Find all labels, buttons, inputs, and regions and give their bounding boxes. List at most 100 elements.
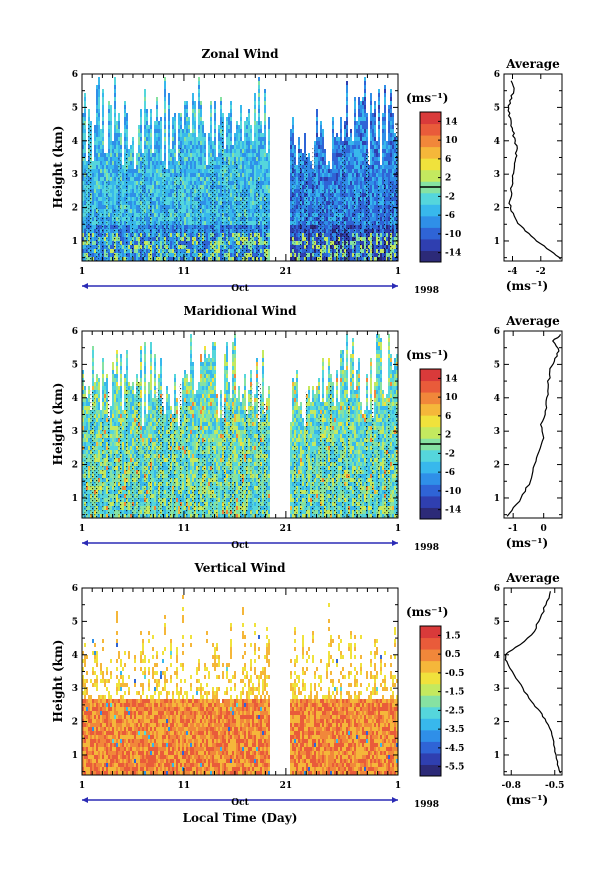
heatmap-cell — [316, 177, 318, 181]
heatmap-cell — [112, 169, 114, 173]
heatmap-cell — [92, 165, 94, 169]
heatmap-cell — [316, 245, 318, 249]
heatmap-cell — [160, 157, 162, 161]
heatmap-cell — [338, 229, 340, 233]
heatmap-cell — [364, 213, 366, 217]
heatmap-cell — [332, 133, 334, 137]
heatmap-cell — [344, 253, 346, 257]
heatmap-cell — [160, 169, 162, 173]
heatmap-cell — [186, 197, 188, 201]
heatmap-cell — [348, 141, 350, 145]
heatmap-cell — [240, 149, 242, 153]
heatmap-cell — [268, 233, 270, 237]
heatmap-cell — [378, 121, 380, 125]
heatmap-cell — [382, 165, 384, 169]
heatmap-cell — [196, 257, 198, 261]
heatmap-cell — [122, 205, 124, 209]
heatmap-cell — [160, 213, 162, 217]
heatmap-cell — [350, 229, 352, 233]
heatmap-cell — [98, 253, 100, 257]
heatmap-cell — [130, 177, 132, 181]
heatmap-cell — [324, 153, 326, 157]
heatmap-cell — [386, 237, 388, 241]
heatmap-cell — [364, 145, 366, 149]
heatmap-cell — [314, 157, 316, 161]
heatmap-cell — [198, 161, 200, 165]
heatmap-cell — [334, 153, 336, 157]
heatmap-cell — [100, 209, 102, 213]
heatmap-cell — [368, 189, 370, 193]
heatmap-cell — [220, 117, 222, 121]
heatmap-cell — [244, 161, 246, 165]
heatmap-cell — [86, 233, 88, 237]
heatmap-cell — [376, 173, 378, 177]
heatmap-cell — [182, 189, 184, 193]
heatmap-cell — [122, 189, 124, 193]
heatmap-cell — [376, 233, 378, 237]
heatmap-cell — [188, 205, 190, 209]
heatmap-cell — [148, 149, 150, 153]
heatmap-cell — [248, 225, 250, 229]
heatmap-cell — [220, 101, 222, 105]
heatmap-cell — [346, 205, 348, 209]
heatmap-cell — [290, 149, 292, 153]
heatmap-cell — [392, 241, 394, 245]
heatmap-cell — [254, 189, 256, 193]
heatmap-cell — [160, 149, 162, 153]
heatmap-cell — [360, 229, 362, 233]
heatmap-cell — [316, 209, 318, 213]
heatmap-cell — [324, 189, 326, 193]
heatmap-cell — [224, 157, 226, 161]
heatmap-cell — [236, 133, 238, 137]
heatmap-cell — [352, 169, 354, 173]
heatmap-cell — [346, 201, 348, 205]
heatmap-cell — [124, 125, 126, 129]
heatmap-cell — [240, 129, 242, 133]
heatmap-cell — [158, 257, 160, 261]
heatmap-cell — [192, 141, 194, 145]
heatmap-cell — [240, 137, 242, 141]
heatmap-cell — [332, 177, 334, 181]
heatmap-cell — [382, 185, 384, 189]
heatmap-cell — [240, 161, 242, 165]
heatmap-cell — [168, 125, 170, 129]
heatmap-cell — [154, 197, 156, 201]
heatmap-cell — [336, 133, 338, 137]
heatmap-cell — [188, 165, 190, 169]
heatmap-cell — [208, 165, 210, 169]
heatmap-cell — [220, 109, 222, 113]
heatmap-cell — [314, 197, 316, 201]
heatmap-cell — [196, 229, 198, 233]
heatmap-cell — [110, 149, 112, 153]
heatmap-cell — [384, 157, 386, 161]
heatmap-cell — [346, 181, 348, 185]
heatmap-cell — [360, 193, 362, 197]
heatmap-cell — [378, 117, 380, 121]
heatmap-cell — [252, 141, 254, 145]
heatmap-cell — [98, 189, 100, 193]
heatmap-cell — [332, 225, 334, 229]
heatmap-cell — [296, 173, 298, 177]
heatmap-cell — [314, 253, 316, 257]
heatmap-cell — [204, 145, 206, 149]
heatmap-cell — [94, 229, 96, 233]
heatmap-cell — [248, 221, 250, 225]
heatmap-cell — [310, 173, 312, 177]
heatmap-cell — [156, 217, 158, 221]
heatmap-cell — [210, 149, 212, 153]
heatmap-cell — [326, 173, 328, 177]
heatmap-cell — [94, 157, 96, 161]
heatmap-cell — [256, 149, 258, 153]
heatmap-cell — [154, 133, 156, 137]
heatmap-cell — [354, 125, 356, 129]
heatmap-cell — [230, 201, 232, 205]
heatmap-cell — [392, 229, 394, 233]
heatmap-cell — [188, 137, 190, 141]
heatmap-cell — [148, 157, 150, 161]
heatmap-cell — [268, 173, 270, 177]
heatmap-cell — [364, 81, 366, 85]
heatmap-cell — [110, 253, 112, 257]
heatmap-cell — [292, 145, 294, 149]
heatmap-cell — [220, 129, 222, 133]
heatmap-cell — [192, 105, 194, 109]
